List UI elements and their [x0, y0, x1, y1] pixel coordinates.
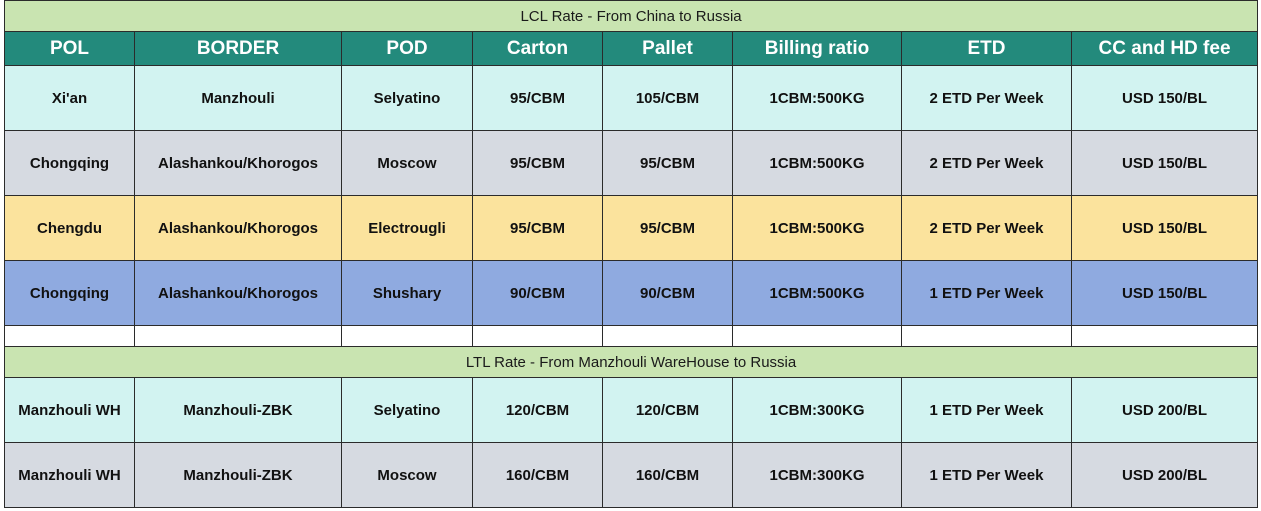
cell-billing-ratio: 1CBM:500KG [732, 65, 902, 131]
empty-cell [1070, 325, 1259, 347]
cell-etd: 1 ETD Per Week [901, 260, 1072, 326]
cell-billing-ratio: 1CBM:500KG [732, 260, 902, 326]
lcl-section-title: LCL Rate - From China to Russia [3, 0, 1259, 32]
cell-etd: 2 ETD Per Week [901, 65, 1072, 131]
cell-fee: USD 200/BL [1070, 442, 1259, 508]
cell-fee: USD 150/BL [1070, 65, 1259, 131]
cell-fee: USD 150/BL [1070, 195, 1259, 261]
lcl-title-row: LCL Rate - From China to Russia [3, 0, 1259, 32]
table-row: Chengdu Alashankou/Khorogos Electrougli … [4, 195, 1259, 261]
cell-carton: 95/CBM [472, 130, 603, 196]
cell-pol: Manzhouli WH [4, 442, 135, 508]
empty-cell [341, 325, 473, 347]
empty-cell [732, 325, 902, 347]
table-row: Manzhouli WH Manzhouli-ZBK Moscow 160/CB… [4, 442, 1259, 508]
table-row: Chongqing Alashankou/Khorogos Moscow 95/… [4, 130, 1259, 196]
cell-pallet: 95/CBM [602, 130, 733, 196]
cell-etd: 1 ETD Per Week [901, 377, 1072, 443]
header-pallet: Pallet [602, 31, 733, 66]
empty-cell [472, 325, 603, 347]
cell-border: Manzhouli-ZBK [134, 377, 342, 443]
cell-etd: 2 ETD Per Week [901, 195, 1072, 261]
cell-pod: Moscow [341, 442, 473, 508]
cell-pol: Manzhouli WH [4, 377, 135, 443]
cell-pod: Selyatino [341, 377, 473, 443]
header-billing-ratio: Billing ratio [732, 31, 902, 66]
header-pod: POD [341, 31, 473, 66]
empty-cell [602, 325, 733, 347]
empty-cell [4, 325, 135, 347]
header-carton: Carton [472, 31, 603, 66]
cell-etd: 1 ETD Per Week [901, 442, 1072, 508]
cell-billing-ratio: 1CBM:500KG [732, 130, 902, 196]
cell-carton: 95/CBM [472, 195, 603, 261]
cell-pallet: 160/CBM [602, 442, 733, 508]
cell-billing-ratio: 1CBM:300KG [732, 442, 902, 508]
empty-row [4, 325, 1259, 347]
header-fee: CC and HD fee [1070, 31, 1259, 66]
cell-pod: Shushary [341, 260, 473, 326]
cell-border: Manzhouli-ZBK [134, 442, 342, 508]
cell-pol: Xi'an [4, 65, 135, 131]
ltl-title-row: LTL Rate - From Manzhouli WareHouse to R… [3, 346, 1259, 378]
cell-carton: 90/CBM [472, 260, 603, 326]
empty-cell [134, 325, 342, 347]
rate-table: LCL Rate - From China to Russia POL BORD… [3, 0, 1259, 508]
cell-carton: 95/CBM [472, 65, 603, 131]
cell-etd: 2 ETD Per Week [901, 130, 1072, 196]
cell-pallet: 120/CBM [602, 377, 733, 443]
header-pol: POL [4, 31, 135, 66]
column-header-row: POL BORDER POD Carton Pallet Billing rat… [4, 31, 1259, 66]
cell-pod: Electrougli [341, 195, 473, 261]
cell-pallet: 105/CBM [602, 65, 733, 131]
cell-fee: USD 150/BL [1070, 130, 1259, 196]
cell-carton: 160/CBM [472, 442, 603, 508]
cell-pod: Moscow [341, 130, 473, 196]
cell-pol: Chongqing [4, 130, 135, 196]
cell-billing-ratio: 1CBM:500KG [732, 195, 902, 261]
cell-border: Alashankou/Khorogos [134, 130, 342, 196]
cell-pallet: 95/CBM [602, 195, 733, 261]
header-etd: ETD [901, 31, 1072, 66]
cell-billing-ratio: 1CBM:300KG [732, 377, 902, 443]
cell-border: Alashankou/Khorogos [134, 260, 342, 326]
ltl-section-title: LTL Rate - From Manzhouli WareHouse to R… [3, 346, 1259, 378]
table-row: Manzhouli WH Manzhouli-ZBK Selyatino 120… [4, 377, 1259, 443]
cell-border: Manzhouli [134, 65, 342, 131]
cell-fee: USD 200/BL [1070, 377, 1259, 443]
empty-cell [901, 325, 1072, 347]
cell-pallet: 90/CBM [602, 260, 733, 326]
cell-carton: 120/CBM [472, 377, 603, 443]
header-border: BORDER [134, 31, 342, 66]
cell-pol: Chongqing [4, 260, 135, 326]
cell-border: Alashankou/Khorogos [134, 195, 342, 261]
cell-fee: USD 150/BL [1070, 260, 1259, 326]
table-row: Chongqing Alashankou/Khorogos Shushary 9… [4, 260, 1259, 326]
cell-pol: Chengdu [4, 195, 135, 261]
cell-pod: Selyatino [341, 65, 473, 131]
table-row: Xi'an Manzhouli Selyatino 95/CBM 105/CBM… [4, 65, 1259, 131]
